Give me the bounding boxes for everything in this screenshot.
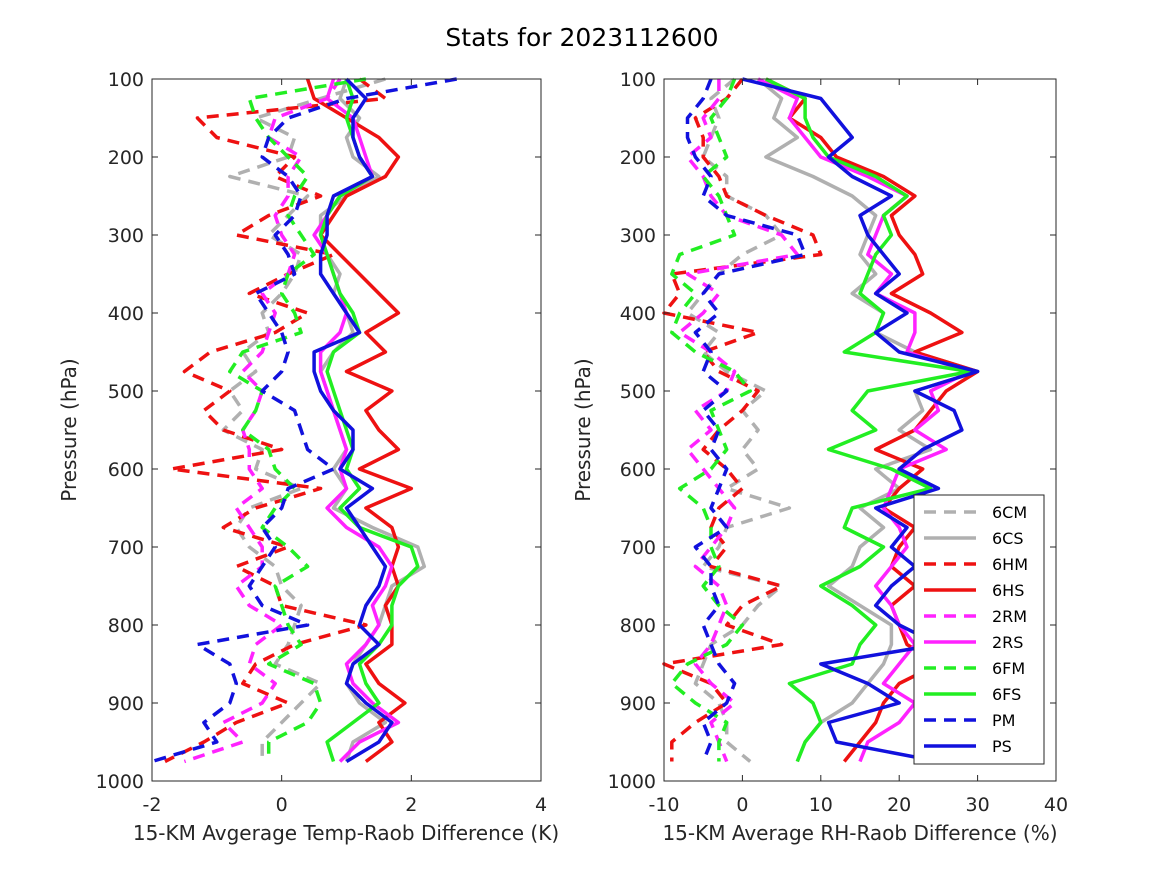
y-tick-label: 100 — [108, 69, 144, 91]
y-tick-label: 1000 — [96, 771, 144, 793]
y-tick-label: 800 — [620, 615, 656, 637]
right-axes-frame — [663, 78, 1057, 782]
y-tick-label: 400 — [108, 303, 144, 325]
legend-label-ps: PS — [992, 737, 1012, 756]
legend-label-2rs: 2RS — [992, 633, 1023, 652]
legend-label-pm: PM — [992, 711, 1015, 730]
series-line-6hs — [305, 78, 414, 763]
y-tick-label: 300 — [108, 225, 144, 247]
x-tick-label: 2 — [405, 794, 417, 816]
left-ticks: -2 0 2 4 100 200 300 400 500 600 700 800 900 1000 — [96, 69, 547, 816]
series-line-6fs — [765, 77, 972, 763]
legend-label-2rm: 2RM — [992, 607, 1027, 626]
right-ticks: -10 0 10 20 30 40 100 200 300 400 500 600 700 800 900 1… — [608, 69, 1068, 816]
legend-label-6hm: 6HM — [992, 555, 1028, 574]
legend-label-6fm: 6FM — [992, 659, 1025, 678]
legend: 6CM 6CS 6HM 6HS 2RM 2RS 6FM 6FS PM PS — [913, 494, 1045, 765]
y-tick-label: 300 — [620, 225, 656, 247]
legend-label-6fs: 6FS — [992, 685, 1021, 704]
left-series-lines — [151, 77, 458, 764]
y-tick-label: 800 — [108, 615, 144, 637]
x-tick-label: -10 — [648, 794, 679, 816]
x-tick-label: 0 — [276, 794, 288, 816]
y-tick-label: 400 — [620, 303, 656, 325]
right-series-lines — [662, 77, 980, 764]
left-x-axis-label: 15-KM Avgerage Temp-Raob Difference (K) — [133, 821, 559, 845]
left-panel: -2 0 2 4 100 200 300 400 500 600 700 800 900 1000 15-… — [57, 69, 559, 845]
x-tick-label: 40 — [1044, 794, 1068, 816]
series-line-ps — [312, 77, 394, 763]
right-x-axis-label: 15-KM Average RH-Raob Difference (%) — [662, 821, 1057, 845]
series-line-6fm — [228, 77, 367, 762]
x-tick-label: 4 — [535, 794, 547, 816]
x-tick-label: -2 — [143, 794, 162, 816]
left-y-axis-label: Pressure (hPa) — [57, 358, 81, 501]
y-tick-label: 900 — [108, 693, 144, 715]
y-tick-label: 700 — [108, 537, 144, 559]
x-tick-label: 10 — [809, 794, 833, 816]
series-line-pm — [685, 78, 807, 763]
y-tick-label: 200 — [108, 147, 144, 169]
y-tick-label: 600 — [620, 459, 656, 481]
legend-label-6cm: 6CM — [992, 503, 1027, 522]
y-tick-label: 900 — [620, 693, 656, 715]
x-tick-label: 20 — [887, 794, 911, 816]
figure-title: Stats for 2023112600 — [445, 23, 718, 52]
legend-label-6hs: 6HS — [992, 581, 1024, 600]
y-tick-label: 200 — [620, 147, 656, 169]
y-tick-label: 100 — [620, 69, 656, 91]
y-tick-label: 600 — [108, 459, 144, 481]
y-tick-label: 500 — [108, 381, 144, 403]
left-axes-frame — [151, 78, 542, 782]
x-tick-label: 30 — [966, 794, 990, 816]
x-tick-label: 0 — [736, 794, 748, 816]
legend-label-6cs: 6CS — [992, 529, 1024, 548]
y-tick-label: 700 — [620, 537, 656, 559]
series-line-6cs — [756, 77, 980, 763]
right-y-axis-label: Pressure (hPa) — [571, 358, 595, 501]
series-line-6hm — [164, 77, 388, 764]
series-line-6hm — [662, 77, 823, 762]
y-tick-label: 1000 — [608, 771, 656, 793]
y-tick-label: 500 — [620, 381, 656, 403]
legend-box — [913, 494, 1045, 765]
right-panel: -10 0 10 20 30 40 100 200 300 400 500 600 700 800 900 1… — [571, 69, 1068, 845]
